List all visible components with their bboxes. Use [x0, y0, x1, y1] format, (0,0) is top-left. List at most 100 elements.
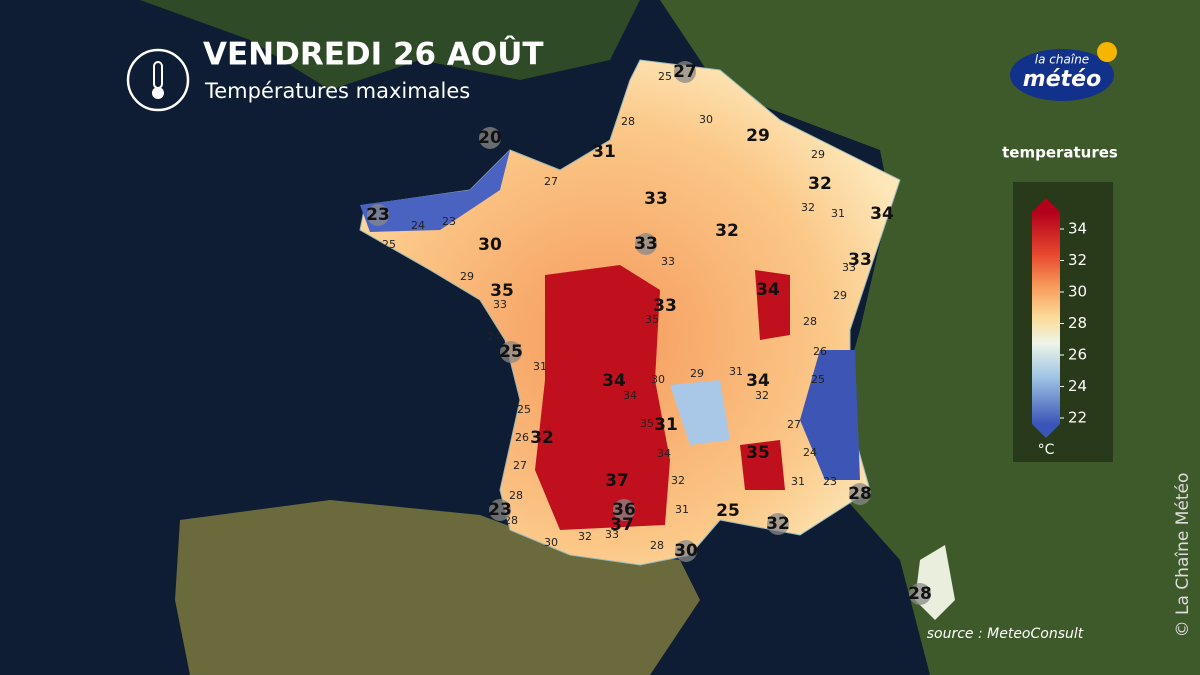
minor-label: 23 [823, 475, 837, 488]
minor-label: 31 [831, 207, 845, 220]
logo-sun [1097, 42, 1117, 62]
copyright: © La Chaîne Météo [1173, 473, 1193, 638]
logo-line1: la chaîne [1035, 53, 1089, 67]
legend-tick-label: 28 [1068, 314, 1087, 332]
major-label: 25 [716, 501, 740, 521]
major-label: 33 [634, 234, 658, 254]
hot-rhone [740, 440, 785, 490]
legend-tick-label: 30 [1068, 283, 1087, 301]
minor-label: 34 [623, 389, 637, 402]
land-spain [175, 500, 700, 675]
logo-bg [1010, 49, 1114, 101]
cold-alps [800, 350, 860, 480]
minor-label: 27 [544, 175, 558, 188]
city-marker [767, 513, 789, 535]
hot-southwest [535, 265, 670, 530]
minor-label: 25 [382, 238, 396, 251]
city-marker [675, 540, 697, 562]
major-label: 31 [654, 415, 678, 435]
minor-label: 24 [487, 330, 501, 343]
minor-label: 32 [755, 389, 769, 402]
major-label: 32 [808, 174, 832, 194]
legend-tick-label: 26 [1068, 346, 1087, 364]
minor-label: 27 [787, 418, 801, 431]
major-label: 34 [602, 371, 626, 391]
legend-tick-label: 34 [1068, 220, 1087, 238]
minor-label: 24 [803, 446, 817, 459]
minor-label: 32 [578, 530, 592, 543]
city-marker [849, 483, 871, 505]
minor-label: 25 [658, 70, 672, 83]
city-marker [367, 204, 389, 226]
major-label: 28 [908, 584, 932, 604]
major-label: 29 [746, 126, 770, 146]
minor-label: 29 [690, 367, 704, 380]
land-east [660, 0, 1200, 675]
minor-label: 34 [657, 447, 671, 460]
legend-tick-label: 24 [1068, 377, 1087, 395]
minor-label: 33 [661, 255, 675, 268]
minor-label: 29 [460, 270, 474, 283]
source: source : MeteoConsult [927, 626, 1084, 642]
legend-colorbar [1032, 212, 1060, 424]
minor-label: 28 [803, 315, 817, 328]
minor-label: 26 [515, 431, 529, 444]
minor-label: 33 [842, 261, 856, 274]
major-label: 32 [530, 428, 554, 448]
title: VENDREDI 26 AOÛT [203, 36, 544, 73]
minor-label: 33 [493, 298, 507, 311]
major-label: 33 [848, 250, 872, 270]
legend-arrow-up [1032, 198, 1060, 212]
legend-bg [1013, 182, 1113, 462]
major-label: 37 [605, 471, 629, 491]
minor-label: 30 [544, 536, 558, 549]
minor-label: 33 [605, 528, 619, 541]
major-label: 33 [644, 189, 668, 209]
major-label: 27 [673, 62, 697, 82]
major-label: 32 [766, 514, 790, 534]
major-label: 36 [612, 500, 636, 520]
minor-label: 24 [411, 219, 425, 232]
minor-label: 23 [442, 215, 456, 228]
major-label: 23 [366, 205, 390, 225]
minor-label: 31 [533, 360, 547, 373]
major-label: 30 [478, 235, 502, 255]
minor-label: 25 [517, 403, 531, 416]
major-label: 35 [746, 443, 770, 463]
minor-label: 31 [729, 365, 743, 378]
minor-label: 31 [791, 475, 805, 488]
major-label: 20 [478, 128, 502, 148]
subtitle: Températures maximales [204, 79, 470, 103]
legend-arrow-down [1032, 424, 1060, 438]
minor-label: 32 [671, 474, 685, 487]
cold-brittany [360, 150, 510, 232]
major-label: 31 [592, 142, 616, 162]
major-label: 32 [715, 221, 739, 241]
major-label: 34 [746, 371, 770, 391]
hot-burgundy [755, 270, 790, 340]
city-marker [479, 127, 501, 149]
thermometer-icon [126, 48, 190, 112]
major-label: 33 [653, 296, 677, 316]
minor-label: 30 [651, 373, 665, 386]
legend-tick-label: 32 [1068, 251, 1087, 269]
city-marker [613, 499, 635, 521]
minor-label: 25 [811, 373, 825, 386]
major-label: 37 [610, 515, 634, 535]
minor-label: 35 [645, 313, 659, 326]
city-marker [500, 341, 522, 363]
city-marker [909, 583, 931, 605]
city-marker [674, 61, 696, 83]
minor-label: 28 [621, 115, 635, 128]
major-label: 34 [870, 204, 894, 224]
minor-label: 28 [509, 489, 523, 502]
major-label: 30 [674, 541, 698, 561]
legend-title: temperatures [1002, 144, 1118, 162]
city-marker [489, 499, 511, 521]
land-uk [140, 0, 640, 90]
minor-label: 30 [699, 113, 713, 126]
major-label: 34 [756, 280, 780, 300]
major-label: 35 [490, 281, 514, 301]
minor-label: 29 [811, 148, 825, 161]
